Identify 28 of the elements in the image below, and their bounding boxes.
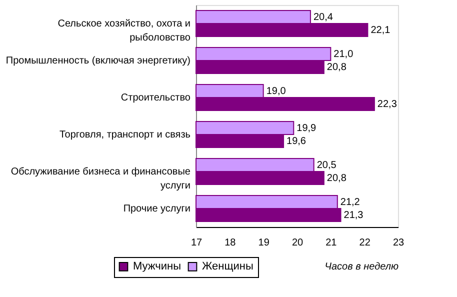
x-tick-label: 17: [190, 238, 202, 248]
data-label: 20,4: [313, 12, 334, 24]
data-label: 20,8: [326, 172, 347, 184]
y-tick-label: Торговля, транспорт и связь: [59, 130, 190, 140]
y-tick-label: Прочие услуги: [123, 204, 190, 214]
data-label: 21,2: [340, 197, 360, 208]
y-tick-label: Сельское хозяйство, охота и рыболовство: [58, 18, 191, 44]
y-tick-label: Строительство: [120, 92, 191, 104]
legend-label: Женщины: [202, 260, 254, 273]
x-tick-label: 19: [258, 238, 270, 248]
data-label: 21,3: [344, 210, 364, 221]
x-tick-label: 20: [292, 238, 304, 248]
x-axis-title: Часов в неделю: [324, 262, 399, 272]
y-tick-label: Промышленность (включая энергетику): [6, 56, 190, 66]
data-label: 19,0: [266, 86, 286, 98]
y-tick-label: Обслуживание бизнеса и финансовые услуги: [10, 166, 191, 192]
legend-label: Мужчины: [133, 260, 182, 273]
data-label: 22,3: [377, 98, 398, 110]
x-tick-label: 21: [326, 238, 338, 248]
data-label: 21,0: [334, 49, 354, 60]
data-label: 20,8: [326, 62, 347, 73]
x-tick-label: 23: [392, 238, 404, 248]
x-tick-label: 22: [359, 238, 371, 248]
data-label: 20,5: [316, 160, 337, 172]
x-tick-label: 18: [224, 238, 236, 248]
data-label: 19,6: [286, 136, 306, 147]
data-label: 19,9: [296, 123, 317, 134]
data-label: 22,1: [370, 24, 391, 36]
